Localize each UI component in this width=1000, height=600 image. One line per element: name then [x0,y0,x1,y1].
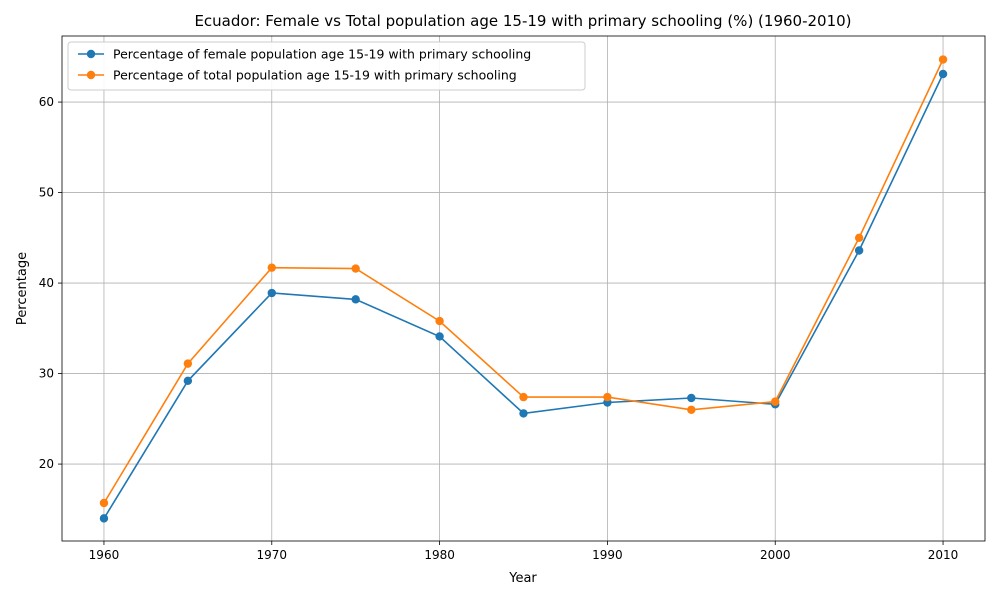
x-tick-label: 1980 [424,548,455,562]
legend-box [67,41,586,91]
y-tick-label: 40 [39,276,54,290]
data-point [854,246,864,255]
series-2 [99,55,948,508]
data-point [519,392,528,402]
x-tick-label: 1960 [89,548,120,562]
legend: Percentage of female population age 15-1… [67,41,586,91]
x-axis: 1960 1970 1980 1990 2000 2010 [89,541,959,562]
legend-label: Percentage of female population age 15-1… [113,47,531,62]
chart-title: Ecuador: Female vs Total population age … [194,12,851,30]
data-point [267,288,276,298]
data-point [435,316,444,326]
x-tick-label: 2000 [760,548,791,562]
data-point [183,376,193,386]
data-point [687,393,696,403]
data-point [603,392,612,402]
data-point [99,514,109,523]
data-point [435,332,444,341]
data-point [854,233,864,243]
data-point [183,359,193,368]
data-point [267,263,276,272]
plot-frame [61,35,986,542]
y-tick-label: 20 [39,457,54,471]
data-point [938,55,948,64]
grid-lines [62,36,985,541]
x-tick-label: 1990 [592,548,623,562]
x-tick-label: 1970 [256,548,287,562]
legend-marker [86,49,96,59]
x-axis-label: Year [508,571,537,586]
data-point [771,397,780,406]
y-tick-label: 60 [39,95,54,109]
y-tick-label: 50 [39,186,54,200]
data-point [351,264,360,273]
series-layer [99,55,948,523]
data-point [351,295,360,304]
data-point [99,498,109,508]
legend-label: Percentage of total population age 15-19… [113,68,517,83]
data-point [687,405,696,414]
y-tick-label: 30 [39,367,54,381]
data-point [519,409,528,418]
data-point [938,69,948,79]
legend-marker [86,70,96,80]
x-tick-label: 2010 [928,548,959,562]
y-axis-label: Percentage [15,252,30,325]
y-axis: 20 30 40 50 60 [39,95,62,471]
